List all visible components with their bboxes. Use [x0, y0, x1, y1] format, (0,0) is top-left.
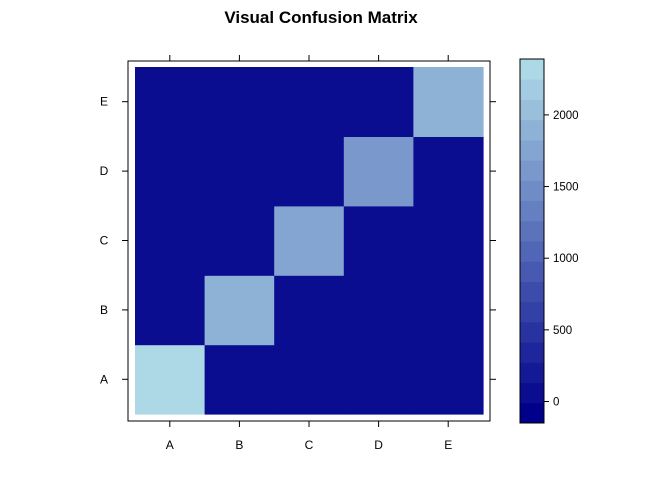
- heatmap-cell-d-e: [343, 67, 414, 137]
- heatmap-cell-b-b: [204, 275, 275, 346]
- x-tick-label-a: A: [166, 438, 174, 452]
- x-tick-label-e: E: [444, 438, 452, 452]
- x-tick-label-c: C: [305, 438, 314, 452]
- colorbar-step-6: [520, 281, 544, 303]
- y-tick-label-a: A: [100, 372, 108, 386]
- heatmap-cell-d-b: [343, 275, 414, 346]
- heatmap-cell-a-c: [135, 205, 206, 276]
- colorbar-step-15: [520, 99, 544, 121]
- heatmap-cell-c-b: [274, 275, 345, 346]
- colorbar-step-1: [520, 382, 544, 404]
- x-tick-label-b: B: [235, 438, 243, 452]
- colorbar-step-5: [520, 301, 544, 323]
- axes: A B C D E A B C D E: [100, 55, 496, 452]
- colorbar-tick-label-0: 0: [553, 397, 559, 409]
- colorbar-step-13: [520, 139, 544, 161]
- heatmap-cell-a-e: [135, 67, 206, 137]
- colorbar-step-2: [520, 362, 544, 384]
- y-tick-label-c: C: [100, 234, 109, 248]
- colorbar-frame: [519, 58, 545, 424]
- colorbar-step-17: [520, 59, 544, 80]
- heatmap-cell-b-a: [204, 344, 275, 415]
- colorbar-step-9: [520, 220, 544, 242]
- heatmap-cell-e-d: [413, 136, 484, 207]
- heatmap-cell-b-d: [204, 136, 275, 207]
- heatmap-cell-c-a: [274, 344, 345, 415]
- heatmap-cell-a-d: [135, 136, 206, 207]
- colorbar-step-11: [520, 180, 544, 202]
- colorbar-step-16: [520, 79, 544, 100]
- colorbar-tick-label-2000: 2000: [553, 110, 579, 122]
- heatmap-cell-d-d: [343, 136, 414, 207]
- heatmap-cell-a-a: [135, 344, 206, 415]
- chart-title: Visual Confusion Matrix: [224, 8, 418, 27]
- heatmap-cell-c-d: [274, 136, 345, 207]
- colorbar-tick-label-1000: 1000: [553, 253, 579, 265]
- heatmap-cells: [135, 67, 484, 415]
- heatmap-cell-b-c: [204, 205, 275, 276]
- heatmap-cell-c-c: [274, 205, 345, 276]
- colorbar-tick-label-500: 500: [553, 325, 572, 337]
- colorbar-step-14: [520, 119, 544, 141]
- heatmap-cell-d-c: [343, 205, 414, 276]
- y-tick-label-e: E: [100, 95, 108, 109]
- colorbar-step-8: [520, 241, 544, 262]
- heatmap-cell-b-e: [204, 67, 275, 137]
- colorbar-tick-label-1500: 1500: [553, 182, 579, 194]
- colorbar-step-7: [520, 261, 544, 282]
- x-tick-label-d: D: [374, 438, 383, 452]
- heatmap-cell-e-a: [413, 344, 484, 415]
- colorbar-step-4: [520, 321, 544, 343]
- y-tick-label-b: B: [100, 303, 108, 317]
- heatmap-cell-c-e: [274, 67, 345, 137]
- colorbar: 0 500 1000 1500 2000: [519, 58, 579, 424]
- heatmap-cell-d-a: [343, 344, 414, 415]
- colorbar-step-12: [520, 160, 544, 181]
- y-tick-label-d: D: [100, 164, 109, 178]
- colorbar-step-0: [520, 402, 544, 424]
- heatmap-cell-e-c: [413, 205, 484, 276]
- heatmap-cell-e-b: [413, 275, 484, 346]
- colorbar-step-10: [520, 200, 544, 222]
- heatmap-cell-a-b: [135, 275, 206, 346]
- colorbar-step-3: [520, 342, 544, 363]
- heatmap-cell-e-e: [413, 67, 484, 137]
